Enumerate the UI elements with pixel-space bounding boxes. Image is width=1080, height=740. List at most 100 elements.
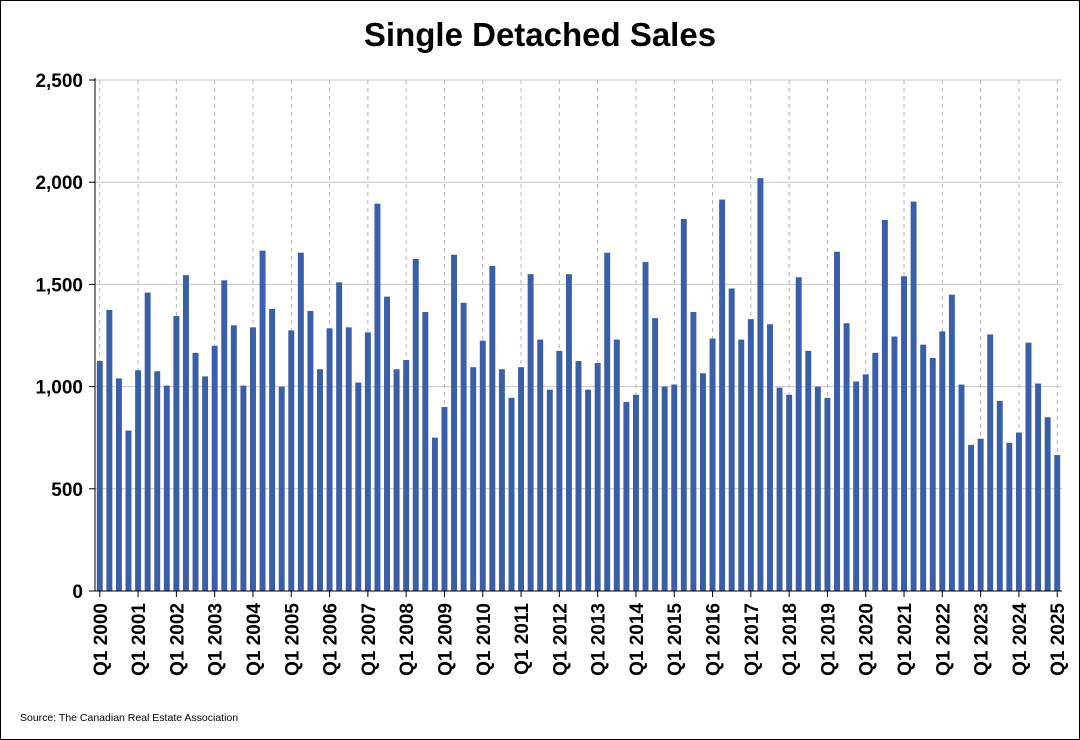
bar — [997, 401, 1003, 591]
bar — [614, 340, 620, 591]
bar — [537, 340, 543, 591]
bar — [413, 259, 419, 591]
x-tick-label: Q1 2015 — [665, 603, 686, 676]
bar — [901, 276, 907, 591]
bar — [1045, 417, 1051, 591]
bar — [489, 266, 495, 591]
x-tick-label: Q1 2011 — [512, 603, 533, 675]
x-tick-label: Q1 2008 — [397, 603, 418, 676]
x-tick-label: Q1 2007 — [359, 603, 380, 676]
bar — [164, 386, 170, 591]
x-tick-label: Q1 2025 — [1048, 603, 1069, 676]
bar — [221, 280, 227, 591]
x-tick-label: Q1 2016 — [704, 603, 725, 676]
bar — [978, 439, 984, 591]
x-tick-label: Q1 2006 — [321, 603, 342, 676]
bar — [116, 378, 122, 591]
bar — [298, 253, 304, 591]
x-tick-label: Q1 2009 — [435, 603, 456, 676]
bar — [748, 319, 754, 591]
bar — [585, 390, 591, 591]
bar — [441, 407, 447, 591]
bar — [863, 374, 869, 591]
x-tick-label: Q1 2014 — [627, 603, 648, 676]
bar — [710, 339, 716, 591]
x-tick-label: Q1 2001 — [129, 603, 150, 676]
bar — [987, 334, 993, 591]
bar — [1054, 455, 1060, 591]
bar — [183, 275, 189, 591]
x-tick-label: Q1 2019 — [818, 603, 839, 676]
y-tick-label: 1,000 — [35, 378, 83, 399]
bar — [1026, 343, 1032, 591]
bar — [317, 369, 323, 591]
x-tick-label: Q1 2013 — [589, 603, 610, 676]
y-tick-label: 2,500 — [35, 71, 83, 92]
bar — [279, 387, 285, 591]
bar — [796, 277, 802, 591]
bar — [805, 351, 811, 591]
bar — [719, 200, 725, 591]
x-tick-label: Q1 2017 — [742, 603, 763, 676]
y-tick-label: 1,500 — [35, 275, 83, 296]
bar — [355, 383, 361, 591]
bar — [671, 385, 677, 591]
bar — [135, 370, 141, 591]
bar — [949, 295, 955, 591]
bar — [681, 219, 687, 591]
x-tick-label: Q1 2005 — [282, 603, 303, 676]
bar — [202, 376, 208, 591]
bar — [250, 327, 256, 591]
bar — [327, 328, 333, 591]
bar — [968, 445, 974, 591]
bar — [1006, 443, 1012, 591]
bar — [154, 371, 160, 591]
bar — [556, 351, 562, 591]
bar — [547, 390, 553, 591]
bar — [384, 297, 390, 591]
x-tick-labels: Q1 2000 Q1 2001 Q1 2002 Q1 2003 Q1 2004 Q1 20… — [91, 603, 1069, 676]
bar — [365, 332, 371, 591]
bar — [97, 361, 103, 591]
bar — [480, 341, 486, 591]
bar — [470, 367, 476, 591]
bar — [374, 204, 380, 591]
bar — [499, 369, 505, 591]
bar — [509, 398, 515, 591]
y-tick-label: 0 — [72, 582, 83, 603]
x-tick-label: Q1 2023 — [972, 603, 993, 676]
bar — [528, 274, 534, 591]
bar — [633, 395, 639, 591]
bar — [815, 387, 821, 591]
x-tick-label: Q1 2012 — [550, 603, 571, 676]
bar — [212, 346, 218, 591]
bar — [394, 369, 400, 591]
bar — [145, 293, 151, 591]
bar — [844, 323, 850, 591]
bar — [1035, 384, 1041, 591]
bar — [757, 178, 763, 591]
bar — [872, 353, 878, 591]
bar — [738, 340, 744, 591]
bars — [97, 178, 1060, 591]
bar — [106, 310, 112, 591]
bar — [623, 402, 629, 591]
bar — [288, 330, 294, 591]
y-tick-label: 2,000 — [35, 173, 83, 194]
bar — [126, 431, 132, 591]
bar — [260, 251, 266, 591]
bar — [231, 325, 237, 591]
y-tick-labels: 0 500 1,000 1,500 2,000 2,500 — [35, 71, 83, 603]
x-tick-label: Q1 2024 — [1010, 603, 1031, 676]
x-tick-label: Q1 2002 — [167, 603, 188, 676]
bar — [911, 202, 917, 591]
bar — [920, 345, 926, 591]
bar — [777, 388, 783, 591]
x-tick-label: Q1 2020 — [857, 603, 878, 676]
bar — [269, 309, 275, 591]
bar — [1016, 433, 1022, 591]
bar — [307, 311, 313, 591]
bar — [959, 385, 965, 591]
y-tick-label: 500 — [51, 480, 83, 501]
